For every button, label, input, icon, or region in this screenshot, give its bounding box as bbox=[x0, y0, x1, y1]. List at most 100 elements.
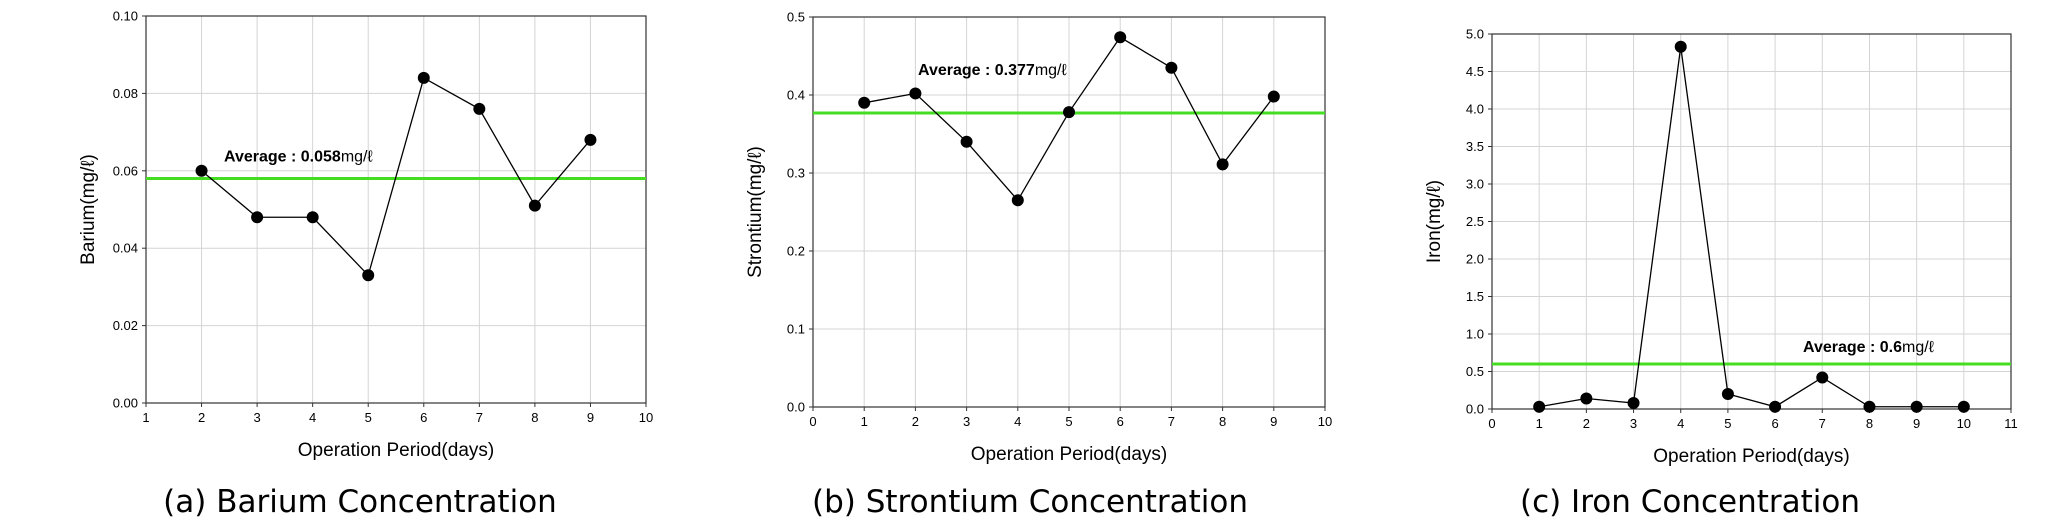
y-tick-label: 1.0 bbox=[1466, 327, 1484, 342]
x-tick-label: 5 bbox=[1065, 414, 1072, 429]
data-point bbox=[251, 211, 264, 224]
x-tick-label: 11 bbox=[2004, 416, 2018, 431]
y-tick-label: 1.5 bbox=[1466, 289, 1484, 304]
y-tick-label: 0.2 bbox=[787, 244, 805, 259]
x-tick-label: 9 bbox=[587, 410, 594, 425]
y-tick-label: 0.0 bbox=[1466, 402, 1484, 417]
y-tick-label: 0.00 bbox=[113, 396, 138, 411]
data-point bbox=[1114, 31, 1127, 44]
data-point bbox=[584, 133, 597, 146]
y-tick-label: 0.08 bbox=[113, 86, 138, 101]
y-tick-label: 5.0 bbox=[1466, 27, 1484, 42]
data-point bbox=[1011, 194, 1024, 207]
y-tick-label: 4.5 bbox=[1466, 64, 1484, 79]
barium-chart: 1 2 3 4 5 6 7 8 9 10 0.00 0.02 0.04 0.06 0.08 0.10 Opera… bbox=[78, 9, 653, 462]
x-tick-label: 2 bbox=[912, 414, 919, 429]
panel-iron: 0 1 2 3 4 5 6 7 8 9 10 11 0.0 0.5 1.0 1.5 2.0 2.5 3.0 3.5 4.… bbox=[1360, 0, 2067, 525]
data-point bbox=[195, 164, 208, 177]
x-tick-label: 10 bbox=[639, 410, 653, 425]
data-point bbox=[1267, 90, 1280, 103]
data-point bbox=[1721, 388, 1734, 400]
x-tick-label: 9 bbox=[1270, 414, 1277, 429]
data-point bbox=[1216, 158, 1229, 171]
x-tick-label: 1 bbox=[861, 414, 868, 429]
y-tick-label: 0.1 bbox=[787, 322, 805, 337]
y-tick-label: 0.10 bbox=[113, 9, 138, 24]
y-tick-label: 2.0 bbox=[1466, 252, 1484, 267]
x-axis-label: Operation Period(days) bbox=[971, 444, 1167, 465]
y-tick-label: 0.3 bbox=[787, 166, 805, 181]
x-tick-label: 1 bbox=[142, 410, 149, 425]
data-point bbox=[306, 211, 319, 224]
data-point bbox=[858, 96, 871, 109]
x-tick-label: 4 bbox=[309, 410, 316, 425]
y-tick-label: 0.06 bbox=[113, 163, 138, 178]
data-point bbox=[1580, 392, 1593, 405]
x-tick-label: 7 bbox=[1168, 414, 1175, 429]
data-point bbox=[1816, 371, 1829, 384]
panel-barium: 1 2 3 4 5 6 7 8 9 10 0.00 0.02 0.04 0.06 0.08 0.10 Opera… bbox=[0, 0, 700, 525]
x-tick-label: 3 bbox=[253, 410, 260, 425]
plot-frame bbox=[145, 15, 647, 404]
x-tick-label: 10 bbox=[1957, 416, 1971, 431]
y-tick-label: 0.5 bbox=[787, 10, 805, 25]
x-tick-label: 7 bbox=[476, 410, 483, 425]
series-line bbox=[1539, 46, 1964, 408]
x-tick-label: 5 bbox=[1724, 416, 1731, 431]
data-point bbox=[1674, 40, 1687, 53]
data-point bbox=[362, 269, 375, 282]
data-point bbox=[909, 87, 922, 100]
strontium-chart: 0 1 2 3 4 5 6 7 8 9 10 0.0 0.1 0.2 0.3 0.4 0.5 Operation … bbox=[745, 10, 1332, 466]
data-point bbox=[1863, 400, 1876, 413]
data-point bbox=[1533, 400, 1546, 413]
x-tick-label: 2 bbox=[1583, 416, 1590, 431]
x-axis-label: Operation Period(days) bbox=[1653, 446, 1849, 467]
y-axis-label: Strontium(mg/ℓ) bbox=[745, 146, 766, 278]
y-tick-label: 0.4 bbox=[787, 88, 805, 103]
data-point bbox=[1769, 400, 1782, 413]
average-label: Average : 0.058mg/ℓ bbox=[224, 149, 373, 166]
average-label: Average : 0.377mg/ℓ bbox=[918, 62, 1067, 79]
data-point bbox=[1063, 106, 1075, 119]
y-axis-label: Iron(mg/ℓ) bbox=[1424, 180, 1445, 263]
data-point bbox=[1165, 61, 1178, 74]
series-line bbox=[201, 76, 591, 277]
caption-barium: (a) Barium Concentration bbox=[163, 484, 557, 520]
caption-iron: (c) Iron Concentration bbox=[1519, 484, 1861, 520]
x-tick-label: 3 bbox=[1630, 416, 1637, 431]
y-tick-label: 0.02 bbox=[113, 318, 138, 333]
x-tick-label: 8 bbox=[1866, 416, 1873, 431]
x-tick-label: 2 bbox=[198, 410, 205, 425]
x-tick-label: 7 bbox=[1819, 416, 1826, 431]
x-tick-label: 0 bbox=[809, 414, 816, 429]
x-tick-label: 4 bbox=[1014, 414, 1021, 429]
y-tick-label: 3.0 bbox=[1466, 177, 1484, 192]
x-tick-label: 10 bbox=[1318, 414, 1332, 429]
data-point bbox=[1957, 400, 1970, 413]
y-tick-label: 4.0 bbox=[1466, 102, 1484, 117]
x-tick-label: 6 bbox=[1771, 416, 1778, 431]
y-tick-label: 0.0 bbox=[787, 400, 805, 415]
x-tick-label: 9 bbox=[1913, 416, 1920, 431]
average-label: Average : 0.6mg/ℓ bbox=[1803, 339, 1934, 356]
x-tick-label: 8 bbox=[531, 410, 538, 425]
y-axis-label: Barium(mg/ℓ) bbox=[78, 154, 99, 265]
x-tick-label: 4 bbox=[1677, 416, 1684, 431]
data-point bbox=[473, 102, 486, 115]
x-axis-label: Operation Period(days) bbox=[298, 440, 494, 461]
x-tick-label: 5 bbox=[365, 410, 372, 425]
data-point bbox=[417, 71, 430, 84]
x-tick-label: 0 bbox=[1488, 416, 1495, 431]
data-point bbox=[1627, 397, 1640, 409]
x-tick-label: 6 bbox=[1117, 414, 1124, 429]
data-point bbox=[1910, 400, 1923, 413]
x-tick-label: 1 bbox=[1536, 416, 1543, 431]
data-point bbox=[960, 135, 973, 148]
y-tick-label: 2.5 bbox=[1466, 214, 1484, 229]
y-tick-label: 0.5 bbox=[1466, 364, 1484, 379]
y-tick-label: 0.04 bbox=[113, 241, 138, 256]
x-tick-label: 3 bbox=[963, 414, 970, 429]
caption-strontium: (b) Strontium Concentration bbox=[812, 484, 1248, 520]
x-tick-label: 8 bbox=[1219, 414, 1226, 429]
y-tick-label: 3.5 bbox=[1466, 139, 1484, 154]
